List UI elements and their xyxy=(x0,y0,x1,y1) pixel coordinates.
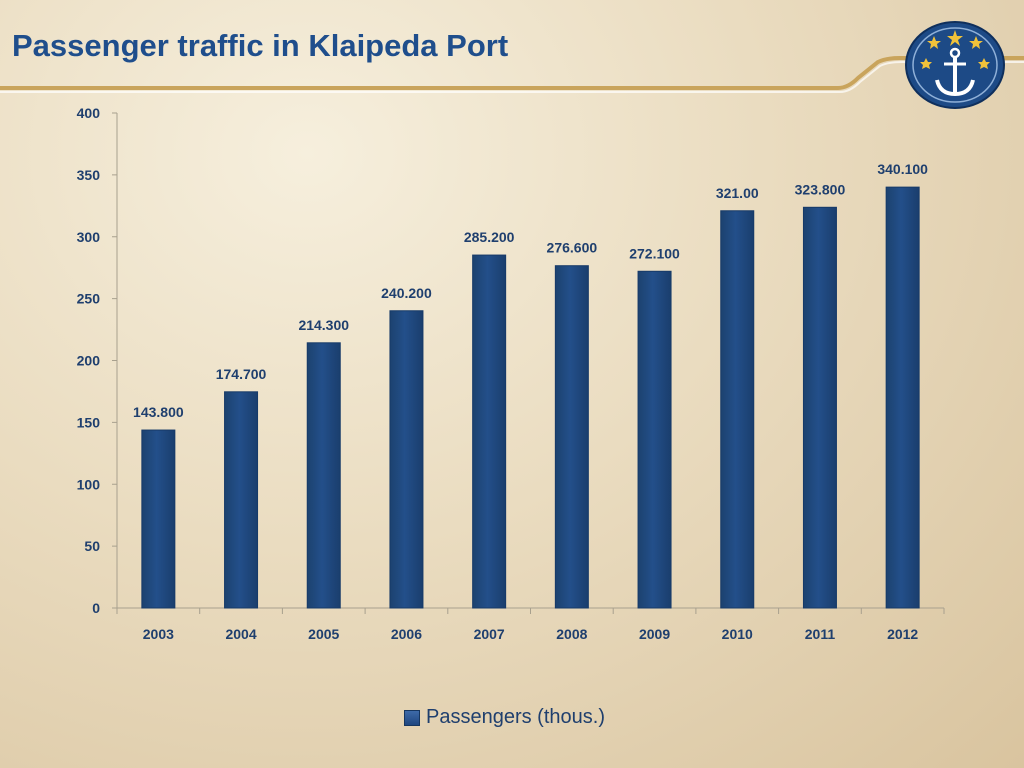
y-tick-label: 250 xyxy=(77,291,101,307)
x-tick-label-2003: 2003 xyxy=(143,626,174,642)
data-label-2012: 340.100 xyxy=(877,161,928,177)
header-swoosh xyxy=(0,56,1024,93)
legend-swatch xyxy=(404,709,420,726)
bar-2010 xyxy=(720,210,755,609)
bar-2003 xyxy=(141,429,176,609)
anchor-stars-logo-icon xyxy=(905,21,1005,109)
bar-2009 xyxy=(637,270,672,609)
bar-series xyxy=(141,186,920,609)
data-label-2005: 214.300 xyxy=(298,317,349,333)
y-tick-label: 400 xyxy=(77,105,101,121)
y-axis-ticks: 0 50 100 150 200 250 300 350 400 xyxy=(77,105,117,616)
y-tick-label: 50 xyxy=(84,538,100,554)
bar-2005 xyxy=(306,342,341,609)
data-label-2003: 143.800 xyxy=(133,404,184,420)
y-tick-label: 0 xyxy=(92,600,100,616)
chart-legend: Passengers (thous.) xyxy=(404,706,605,729)
x-tick-label-2012: 2012 xyxy=(887,626,918,642)
bar-2008 xyxy=(554,265,589,609)
x-tick-label-2011: 2011 xyxy=(805,626,836,642)
bar-2011 xyxy=(802,206,837,609)
data-label-2007: 285.200 xyxy=(464,229,515,245)
y-tick-label: 150 xyxy=(77,414,101,430)
data-label-2009: 272.100 xyxy=(629,245,680,261)
y-tick-label: 300 xyxy=(77,229,101,245)
bar-2006 xyxy=(389,310,424,609)
x-tick-label-2007: 2007 xyxy=(474,626,505,642)
x-tick-label-2009: 2009 xyxy=(639,626,670,642)
data-label-2008: 276.600 xyxy=(547,240,598,256)
data-label-2011: 323.800 xyxy=(795,181,846,197)
data-labels: 143.800 174.700 214.300 240.200 285.200 276.6… xyxy=(133,161,928,420)
legend-label: Passengers (thous.) xyxy=(426,706,605,728)
x-tick-label-2010: 2010 xyxy=(722,626,753,642)
x-axis-ticks: 2003 2004 2005 2006 2007 2008 2009 2010 2011 2012 xyxy=(143,626,919,642)
y-tick-label: 350 xyxy=(77,167,101,183)
x-tick-label-2004: 2004 xyxy=(225,626,256,642)
data-label-2006: 240.200 xyxy=(381,285,432,301)
data-label-2010: 321.00 xyxy=(716,185,759,201)
x-tick-label-2006: 2006 xyxy=(391,626,422,642)
bar-2012 xyxy=(885,186,920,609)
bar-2007 xyxy=(472,254,507,609)
x-tick-label-2008: 2008 xyxy=(556,626,587,642)
slide-title: Passenger traffic in Klaipeda Port xyxy=(12,28,509,63)
y-tick-label: 100 xyxy=(77,476,101,492)
bar-2004 xyxy=(224,391,259,609)
data-label-2004: 174.700 xyxy=(216,366,267,382)
x-tick-label-2005: 2005 xyxy=(308,626,339,642)
y-tick-label: 200 xyxy=(77,353,101,369)
